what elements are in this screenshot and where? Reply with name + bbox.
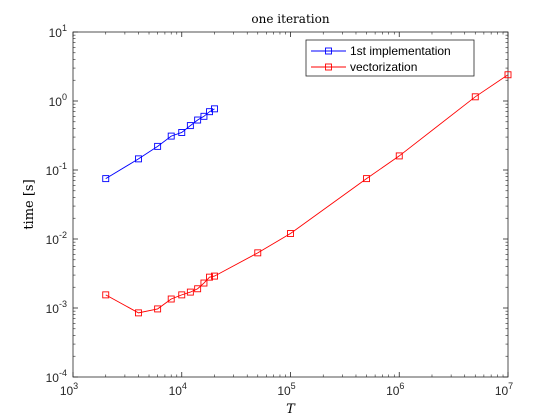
- x-tick-label: 103: [60, 381, 78, 398]
- data-point-1st-implementation: [211, 105, 218, 113]
- data-point-vectorization: [363, 175, 370, 183]
- x-tick-labels: 103 104 105 106 107: [60, 381, 513, 398]
- series-1st-implementation: [102, 105, 218, 183]
- legend: 1st implementation vectorization: [305, 39, 475, 77]
- y-tick-label: 100: [49, 92, 67, 109]
- data-point-vectorization: [206, 273, 213, 281]
- y-axis-label: time [s]: [22, 179, 37, 229]
- series-layer: [102, 71, 512, 317]
- x-axis-label: T: [286, 402, 296, 417]
- data-point-1st-implementation: [167, 132, 175, 140]
- y-tick-labels: 10-4 10-3 10-2 10-1 100 101: [46, 23, 67, 385]
- chart-title: one iteration: [251, 12, 329, 26]
- legend-marker: [325, 63, 332, 71]
- data-point-vectorization: [178, 291, 186, 299]
- y-tick-label: 10-2: [46, 230, 67, 247]
- data-point-vectorization: [186, 288, 194, 296]
- y-tick-label: 10-3: [46, 299, 67, 316]
- y-tick-label: 10-4: [46, 368, 67, 385]
- series-vectorization: [102, 71, 512, 317]
- minor-ticks: [73, 32, 508, 377]
- legend-label: 1st implementation: [350, 44, 451, 58]
- data-point-vectorization: [167, 295, 175, 303]
- data-point-vectorization: [194, 285, 202, 293]
- x-tick-label: 106: [386, 381, 404, 398]
- legend-marker: [325, 47, 332, 55]
- data-point-1st-implementation: [194, 116, 202, 124]
- data-point-1st-implementation: [154, 142, 162, 150]
- data-point-1st-implementation: [200, 112, 208, 120]
- data-point-vectorization: [395, 152, 403, 160]
- y-tick-label: 10-1: [46, 161, 67, 178]
- plot-area: [72, 31, 509, 378]
- data-point-vectorization: [254, 249, 262, 257]
- data-point-vectorization: [287, 230, 294, 237]
- x-tick-label: 104: [169, 381, 187, 398]
- x-tick-label: 107: [495, 381, 513, 398]
- data-point-vectorization: [102, 291, 110, 299]
- data-point-vectorization: [471, 93, 479, 101]
- legend-label: vectorization: [350, 60, 417, 74]
- data-point-vectorization: [135, 309, 142, 317]
- y-tick-label: 101: [49, 23, 67, 40]
- data-point-1st-implementation: [102, 175, 110, 183]
- data-point-vectorization: [200, 279, 208, 287]
- data-point-vectorization: [211, 272, 218, 280]
- data-point-1st-implementation: [135, 155, 142, 163]
- data-point-1st-implementation: [186, 122, 194, 130]
- major-ticks: [72, 31, 509, 378]
- data-point-vectorization: [154, 305, 162, 313]
- data-point-vectorization: [504, 71, 512, 79]
- x-tick-label: 105: [277, 381, 295, 398]
- legend-entries: 1st implementation vectorization: [311, 44, 451, 74]
- data-point-1st-implementation: [178, 129, 186, 136]
- legend-box: [305, 39, 475, 77]
